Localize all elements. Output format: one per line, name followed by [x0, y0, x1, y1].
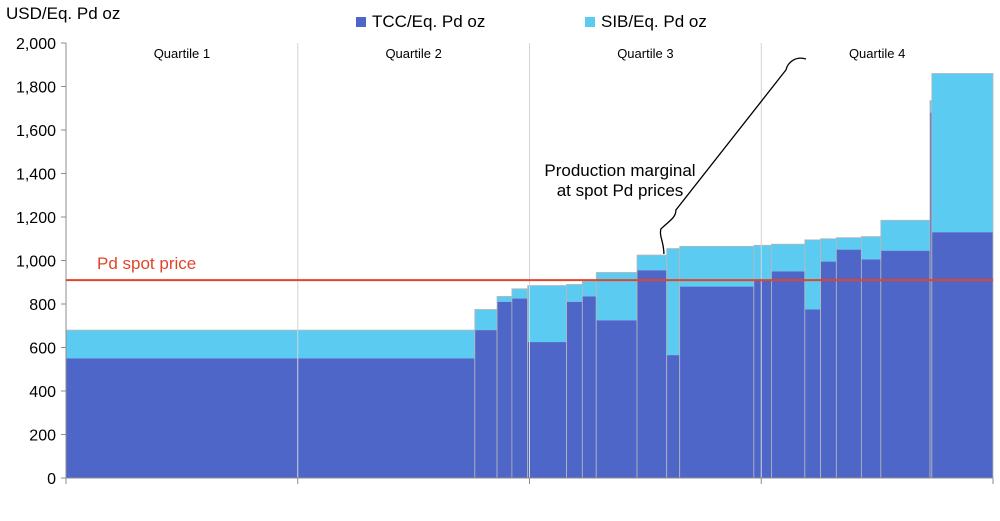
- bar-tcc: [527, 342, 567, 478]
- bar-sib: [753, 245, 772, 281]
- y-axis-unit-label: USD/Eq. Pd oz: [6, 4, 121, 23]
- y-tick-label: 1,600: [16, 123, 56, 140]
- quartile-dividers: Quartile 1 Quartile 2 Quartile 3 Quartile 4: [154, 43, 905, 478]
- annotation-text: Production marginal at spot Pd prices: [530, 161, 710, 201]
- bar-sib: [666, 248, 680, 356]
- bar-tcc: [753, 280, 772, 478]
- annotation-line-1: Production marginal: [544, 161, 696, 180]
- bar-sib: [804, 239, 821, 310]
- bar-sib: [582, 281, 597, 297]
- bar-tcc: [820, 261, 837, 478]
- legend-item-tcc: TCC/Eq. Pd oz: [356, 12, 485, 32]
- bar-sib: [931, 73, 993, 233]
- bar-sib: [66, 330, 475, 359]
- bar-tcc: [931, 232, 993, 478]
- bar-sib: [637, 255, 667, 271]
- legend-label-tcc: TCC/Eq. Pd oz: [372, 12, 486, 31]
- bar-tcc: [804, 309, 821, 478]
- y-tick-label: 600: [29, 341, 56, 358]
- bars-layer: [65, 73, 994, 479]
- bar-tcc: [929, 112, 932, 478]
- legend-swatch-tcc: [356, 17, 366, 27]
- annotation-layer: [659, 57, 807, 254]
- y-tick-label: 2,000: [16, 36, 56, 53]
- bar-sib: [497, 296, 512, 302]
- quartile-label: Quartile 2: [385, 46, 441, 61]
- bar-tcc: [637, 270, 667, 478]
- bar-sib: [880, 220, 930, 251]
- bar-tcc: [566, 301, 583, 478]
- y-tick-label: 400: [29, 384, 56, 401]
- spot-price-label: Pd spot price: [97, 254, 197, 273]
- quartile-label: Quartile 4: [849, 46, 905, 61]
- bar-tcc: [861, 259, 881, 478]
- bar-sib: [820, 238, 837, 262]
- y-tick-label: 1,400: [16, 167, 56, 184]
- y-tick-label: 0: [47, 471, 56, 488]
- bar-tcc: [66, 358, 475, 478]
- y-tick-label: 800: [29, 297, 56, 314]
- bar-tcc: [771, 271, 805, 478]
- bar-sib: [929, 100, 932, 113]
- annotation-brace: [659, 57, 807, 254]
- bar-tcc: [836, 249, 862, 478]
- bar-sib: [861, 236, 881, 260]
- bar-tcc: [582, 296, 597, 478]
- legend-swatch-sib: [585, 17, 595, 27]
- y-tick-label: 1,000: [16, 254, 56, 271]
- legend-label-sib: SIB/Eq. Pd oz: [601, 12, 707, 31]
- bar-sib: [836, 237, 862, 250]
- y-tick-label: 200: [29, 428, 56, 445]
- bar-tcc: [474, 330, 498, 478]
- bar-sib: [771, 244, 805, 272]
- bar-tcc: [511, 298, 528, 478]
- bar-tcc: [679, 286, 754, 478]
- bar-sib: [474, 309, 498, 331]
- bar-tcc: [666, 355, 680, 478]
- y-tick-label: 1,200: [16, 210, 56, 227]
- quartile-label: Quartile 1: [154, 46, 210, 61]
- y-tick-label: 1,800: [16, 80, 56, 97]
- bar-sib: [527, 285, 567, 343]
- bar-tcc: [497, 301, 512, 478]
- quartile-label: Quartile 3: [617, 46, 673, 61]
- bar-tcc: [596, 320, 638, 478]
- legend-item-sib: SIB/Eq. Pd oz: [585, 12, 707, 32]
- y-axis: 0 200 400 600 800 1,000 1,200 1,400 1,600 1,800 2,…: [16, 36, 994, 488]
- bar-sib: [566, 284, 583, 302]
- annotation-line-2: at spot Pd prices: [556, 181, 684, 200]
- bar-sib: [511, 288, 528, 299]
- bar-tcc: [880, 250, 930, 478]
